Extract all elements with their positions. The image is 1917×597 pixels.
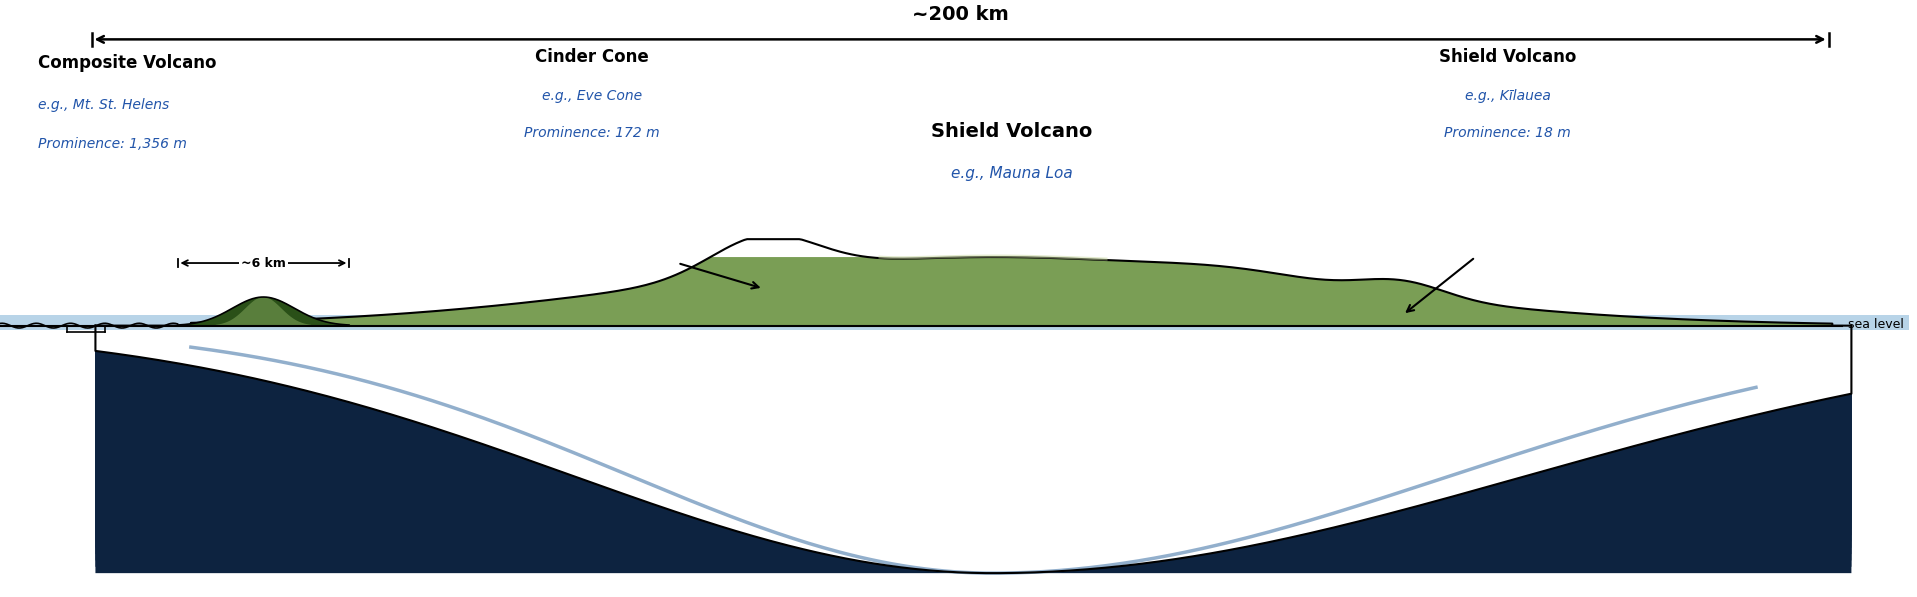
Text: 17,170 m: 17,170 m bbox=[899, 432, 1008, 452]
Polygon shape bbox=[192, 309, 1833, 325]
Polygon shape bbox=[96, 351, 1852, 440]
Polygon shape bbox=[96, 351, 1852, 516]
Polygon shape bbox=[96, 351, 1852, 472]
Polygon shape bbox=[96, 351, 1852, 408]
Polygon shape bbox=[192, 257, 1833, 325]
Text: Cinder Cone: Cinder Cone bbox=[535, 48, 648, 66]
Polygon shape bbox=[96, 351, 1852, 497]
Polygon shape bbox=[192, 263, 1833, 325]
Polygon shape bbox=[192, 272, 1833, 325]
Polygon shape bbox=[192, 314, 1833, 325]
Text: Shield Volcano: Shield Volcano bbox=[1440, 48, 1576, 66]
Polygon shape bbox=[96, 351, 1852, 459]
Polygon shape bbox=[96, 351, 1852, 364]
Polygon shape bbox=[192, 288, 1833, 325]
Polygon shape bbox=[192, 297, 1833, 325]
Polygon shape bbox=[96, 351, 1852, 484]
Polygon shape bbox=[96, 351, 1852, 358]
Text: Composite Volcano: Composite Volcano bbox=[38, 54, 217, 72]
Polygon shape bbox=[96, 351, 1852, 433]
Polygon shape bbox=[96, 351, 1852, 541]
Polygon shape bbox=[96, 351, 1852, 446]
Text: Prominence: 1,356 m: Prominence: 1,356 m bbox=[38, 137, 188, 151]
Polygon shape bbox=[96, 351, 1852, 383]
Polygon shape bbox=[96, 351, 1852, 377]
Polygon shape bbox=[96, 351, 1852, 548]
Polygon shape bbox=[96, 351, 1852, 414]
Polygon shape bbox=[192, 280, 1833, 325]
Text: e.g., Mt. St. Helens: e.g., Mt. St. Helens bbox=[38, 98, 169, 112]
Polygon shape bbox=[192, 283, 1833, 325]
Polygon shape bbox=[96, 351, 1852, 402]
Polygon shape bbox=[96, 351, 1852, 453]
Polygon shape bbox=[192, 317, 1833, 325]
Polygon shape bbox=[192, 312, 1833, 325]
Polygon shape bbox=[192, 277, 1833, 325]
Polygon shape bbox=[192, 260, 1833, 325]
Polygon shape bbox=[96, 351, 1852, 522]
Polygon shape bbox=[0, 315, 1909, 330]
Text: Prominence: 172 m: Prominence: 172 m bbox=[523, 126, 659, 140]
Polygon shape bbox=[96, 351, 1852, 503]
Text: e.g., Kīlauea: e.g., Kīlauea bbox=[1465, 89, 1551, 103]
Polygon shape bbox=[192, 320, 1833, 325]
Text: Shield Volcano: Shield Volcano bbox=[932, 122, 1093, 141]
Text: e.g., Eve Cone: e.g., Eve Cone bbox=[543, 89, 642, 103]
Polygon shape bbox=[192, 303, 1833, 325]
Polygon shape bbox=[96, 351, 1852, 491]
Polygon shape bbox=[192, 269, 1833, 325]
Polygon shape bbox=[96, 351, 1852, 554]
Polygon shape bbox=[192, 266, 1833, 325]
Polygon shape bbox=[96, 351, 1852, 427]
Polygon shape bbox=[217, 297, 311, 325]
Polygon shape bbox=[96, 351, 1852, 370]
Polygon shape bbox=[192, 291, 1833, 325]
Polygon shape bbox=[192, 306, 1833, 325]
Text: ~6 km: ~6 km bbox=[242, 257, 286, 269]
Polygon shape bbox=[96, 351, 1852, 395]
Polygon shape bbox=[192, 285, 1833, 325]
Text: e.g., Mauna Loa: e.g., Mauna Loa bbox=[951, 166, 1072, 181]
Polygon shape bbox=[192, 323, 1833, 325]
Polygon shape bbox=[96, 351, 1852, 529]
Text: Prominence: 18 m: Prominence: 18 m bbox=[1445, 126, 1572, 140]
Polygon shape bbox=[96, 351, 1852, 561]
Polygon shape bbox=[192, 274, 1833, 325]
Polygon shape bbox=[96, 351, 1852, 567]
Polygon shape bbox=[192, 300, 1833, 325]
Polygon shape bbox=[96, 351, 1852, 421]
Polygon shape bbox=[96, 351, 1852, 389]
Polygon shape bbox=[96, 351, 1852, 478]
Polygon shape bbox=[96, 351, 1852, 510]
Text: ~200 km: ~200 km bbox=[912, 5, 1008, 24]
Polygon shape bbox=[96, 351, 1852, 465]
Polygon shape bbox=[96, 351, 1852, 573]
Polygon shape bbox=[192, 294, 1833, 325]
Polygon shape bbox=[178, 297, 349, 325]
Polygon shape bbox=[96, 351, 1852, 535]
Text: sea level: sea level bbox=[1848, 318, 1904, 331]
